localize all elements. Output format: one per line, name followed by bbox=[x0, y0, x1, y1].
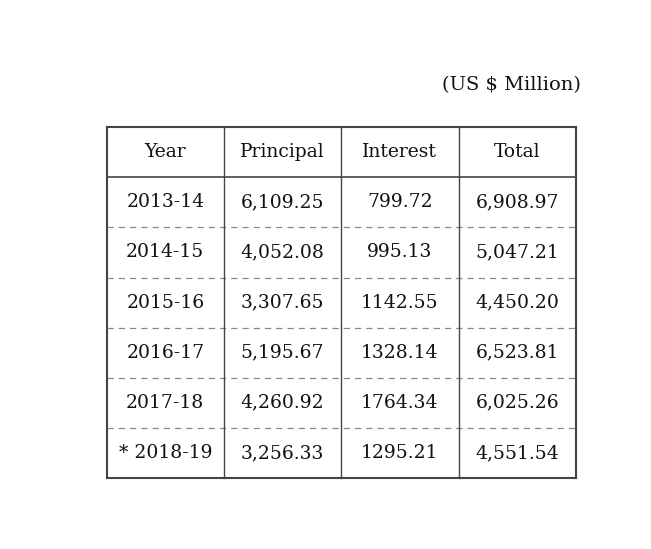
Text: Principal: Principal bbox=[240, 143, 325, 161]
Text: 2014-15: 2014-15 bbox=[126, 244, 204, 261]
Text: Interest: Interest bbox=[363, 143, 437, 161]
Text: 4,551.54: 4,551.54 bbox=[475, 444, 559, 462]
Text: Year: Year bbox=[145, 143, 186, 161]
Text: 1328.14: 1328.14 bbox=[361, 344, 439, 362]
Text: 2017-18: 2017-18 bbox=[126, 394, 204, 412]
Text: 3,307.65: 3,307.65 bbox=[241, 294, 324, 312]
Text: 2015-16: 2015-16 bbox=[126, 294, 204, 312]
Text: 6,025.26: 6,025.26 bbox=[475, 394, 559, 412]
Text: 799.72: 799.72 bbox=[367, 193, 433, 211]
Text: 995.13: 995.13 bbox=[367, 244, 432, 261]
Text: 3,256.33: 3,256.33 bbox=[241, 444, 324, 462]
Text: 1295.21: 1295.21 bbox=[361, 444, 439, 462]
Text: 6,523.81: 6,523.81 bbox=[475, 344, 559, 362]
Text: 4,260.92: 4,260.92 bbox=[241, 394, 324, 412]
Text: Total: Total bbox=[494, 143, 540, 161]
Text: 2016-17: 2016-17 bbox=[126, 344, 204, 362]
Text: 6,109.25: 6,109.25 bbox=[241, 193, 324, 211]
Text: 1142.55: 1142.55 bbox=[361, 294, 439, 312]
Text: 5,195.67: 5,195.67 bbox=[241, 344, 324, 362]
Text: (US $ Million): (US $ Million) bbox=[442, 76, 581, 94]
Text: 5,047.21: 5,047.21 bbox=[475, 244, 559, 261]
Text: 6,908.97: 6,908.97 bbox=[475, 193, 559, 211]
Text: * 2018-19: * 2018-19 bbox=[118, 444, 212, 462]
Text: 1764.34: 1764.34 bbox=[361, 394, 439, 412]
Text: 4,450.20: 4,450.20 bbox=[475, 294, 559, 312]
Text: 4,052.08: 4,052.08 bbox=[241, 244, 324, 261]
Text: 2013-14: 2013-14 bbox=[126, 193, 204, 211]
